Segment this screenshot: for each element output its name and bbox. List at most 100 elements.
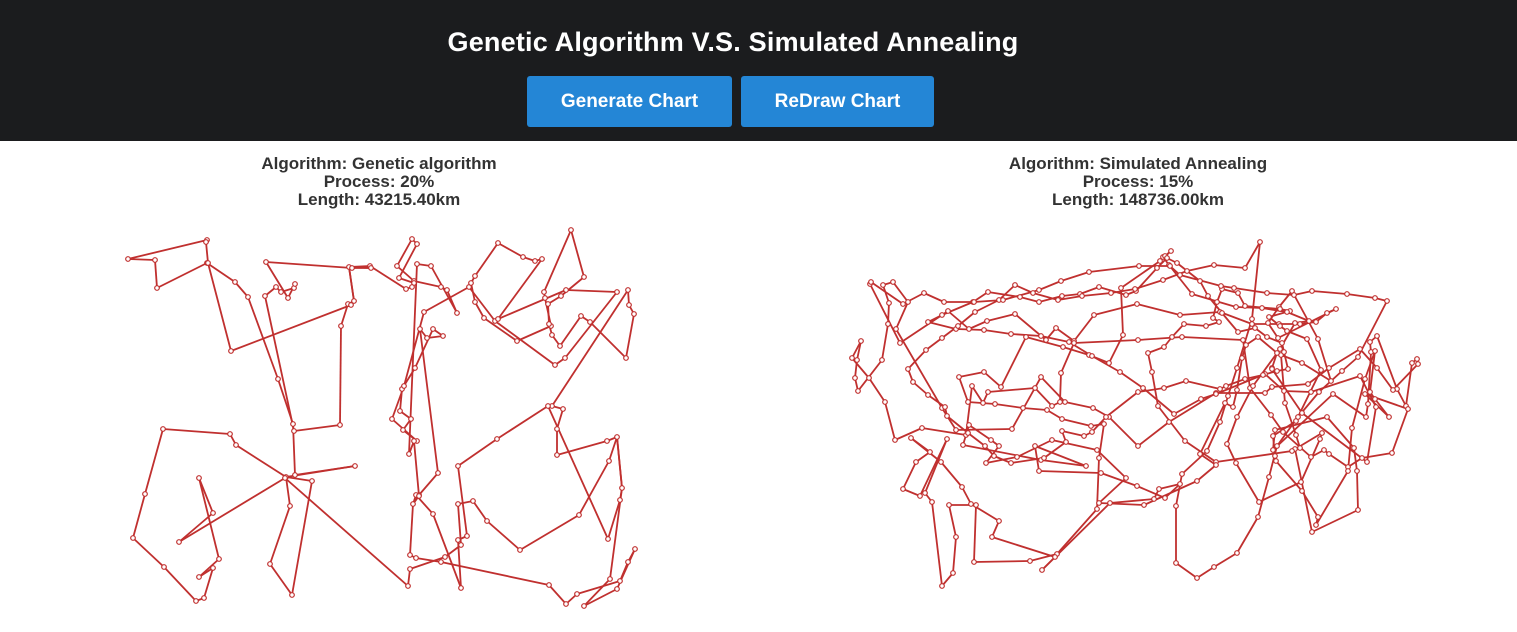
sa-route-segment	[1181, 450, 1208, 475]
ga-city-node	[416, 493, 422, 499]
sa-city-node	[991, 453, 997, 459]
ga-city-node	[430, 326, 436, 332]
sa-city-node	[1339, 368, 1345, 374]
sa-city-node	[910, 379, 916, 385]
sa-city-node	[1390, 387, 1396, 393]
sa-city-node	[1409, 360, 1415, 366]
sa-city-node	[1135, 443, 1141, 449]
sa-city-node	[1157, 258, 1163, 264]
sa-city-node	[1235, 329, 1241, 335]
sa-city-node	[1008, 460, 1014, 466]
sa-city-node	[1315, 514, 1321, 520]
sa-route-segment	[1137, 387, 1165, 393]
sa-city-node	[969, 383, 975, 389]
sa-route-segment	[1357, 300, 1388, 358]
ga-city-node	[546, 321, 552, 327]
ga-route-segment	[198, 477, 220, 560]
sa-city-node	[1242, 303, 1248, 309]
sa-route-segment	[1376, 335, 1398, 390]
ga-city-node	[625, 287, 631, 293]
sa-city-node	[1280, 429, 1286, 435]
sa-route-segment	[1061, 418, 1092, 427]
sa-city-node	[1094, 447, 1100, 453]
sa-city-node	[919, 425, 925, 431]
ga-route-segment	[616, 436, 623, 489]
ga-city-node	[539, 256, 545, 262]
ga-route-segment	[519, 514, 580, 551]
sa-city-node	[1275, 335, 1281, 341]
sa-city-node	[1308, 454, 1314, 460]
ga-city-node	[273, 284, 279, 290]
sa-route-segment	[1098, 477, 1127, 504]
sa-city-node	[985, 389, 991, 395]
sa-route-segment	[912, 381, 929, 396]
sa-city-node	[1285, 366, 1291, 372]
sa-route-segment	[1034, 445, 1087, 467]
ga-city-node	[430, 511, 436, 517]
sa-city-node	[1324, 414, 1330, 420]
ga-city-node	[414, 261, 420, 267]
sa-city-node	[945, 308, 951, 314]
ga-city-node	[282, 475, 288, 481]
ga-city-node	[411, 438, 417, 444]
ga-route-segment	[457, 438, 498, 467]
sa-city-node	[1049, 403, 1055, 409]
sa-city-node	[1038, 333, 1044, 339]
sa-route-segment	[907, 349, 927, 370]
sa-city-node	[1268, 412, 1274, 418]
ga-city-node	[228, 348, 234, 354]
ga-city-node	[227, 431, 233, 437]
ga-city-node	[442, 554, 448, 560]
sa-route-segment	[987, 387, 1036, 393]
sa-city-node	[1224, 441, 1230, 447]
sa-route-segment	[1105, 391, 1139, 418]
redraw-chart-button[interactable]: ReDraw Chart	[741, 76, 934, 127]
sa-route-segment	[1261, 307, 1288, 313]
sa-route-segment	[1282, 431, 1312, 458]
ga-city-node	[152, 257, 158, 263]
sa-city-node	[1266, 314, 1272, 320]
sa-route-segment	[870, 281, 904, 305]
sa-city-node	[1161, 385, 1167, 391]
ga-route-segment	[265, 261, 289, 299]
ga-city-node	[263, 259, 269, 265]
sa-city-node	[946, 502, 952, 508]
ga-city-node	[405, 583, 411, 589]
sa-city-node	[1182, 438, 1188, 444]
sa-city-node	[1242, 376, 1248, 382]
sa-route-segment	[991, 520, 1000, 538]
ga-route-segment	[457, 465, 468, 537]
ga-city-node	[196, 574, 202, 580]
sa-city-node	[992, 401, 998, 407]
sa-city-node	[1168, 248, 1174, 254]
sa-city-node	[1086, 269, 1092, 275]
generate-chart-button[interactable]: Generate Chart	[527, 76, 732, 127]
sa-city-node	[1167, 263, 1173, 269]
ga-route-segment	[551, 289, 629, 407]
sa-city-node	[1372, 295, 1378, 301]
sa-city-node	[1219, 310, 1225, 316]
sa-route-segment	[1100, 472, 1138, 487]
sa-route-segment	[927, 394, 946, 408]
ga-city-node	[413, 555, 419, 561]
ga-city-node	[435, 470, 441, 476]
sa-city-node	[1274, 368, 1280, 374]
sa-city-node	[965, 430, 971, 436]
ga-city-node	[484, 518, 490, 524]
sa-city-node	[955, 323, 961, 329]
sa-city-node	[939, 312, 945, 318]
sa-route-segment	[957, 311, 976, 327]
sa-route-segment	[1293, 290, 1313, 296]
sa-city-node	[1027, 558, 1033, 564]
sa-city-node	[956, 374, 962, 380]
sa-route-segment	[1346, 293, 1376, 299]
ga-city-node	[542, 295, 548, 301]
sa-city-node	[953, 427, 959, 433]
ga-route-segment	[230, 304, 352, 352]
sa-city-node	[1049, 437, 1055, 443]
ga-city-node	[309, 478, 315, 484]
ga-route-segment	[547, 303, 550, 325]
sa-city-node	[1284, 328, 1290, 334]
ga-route-segment	[560, 276, 585, 297]
sa-city-node	[1203, 323, 1209, 329]
